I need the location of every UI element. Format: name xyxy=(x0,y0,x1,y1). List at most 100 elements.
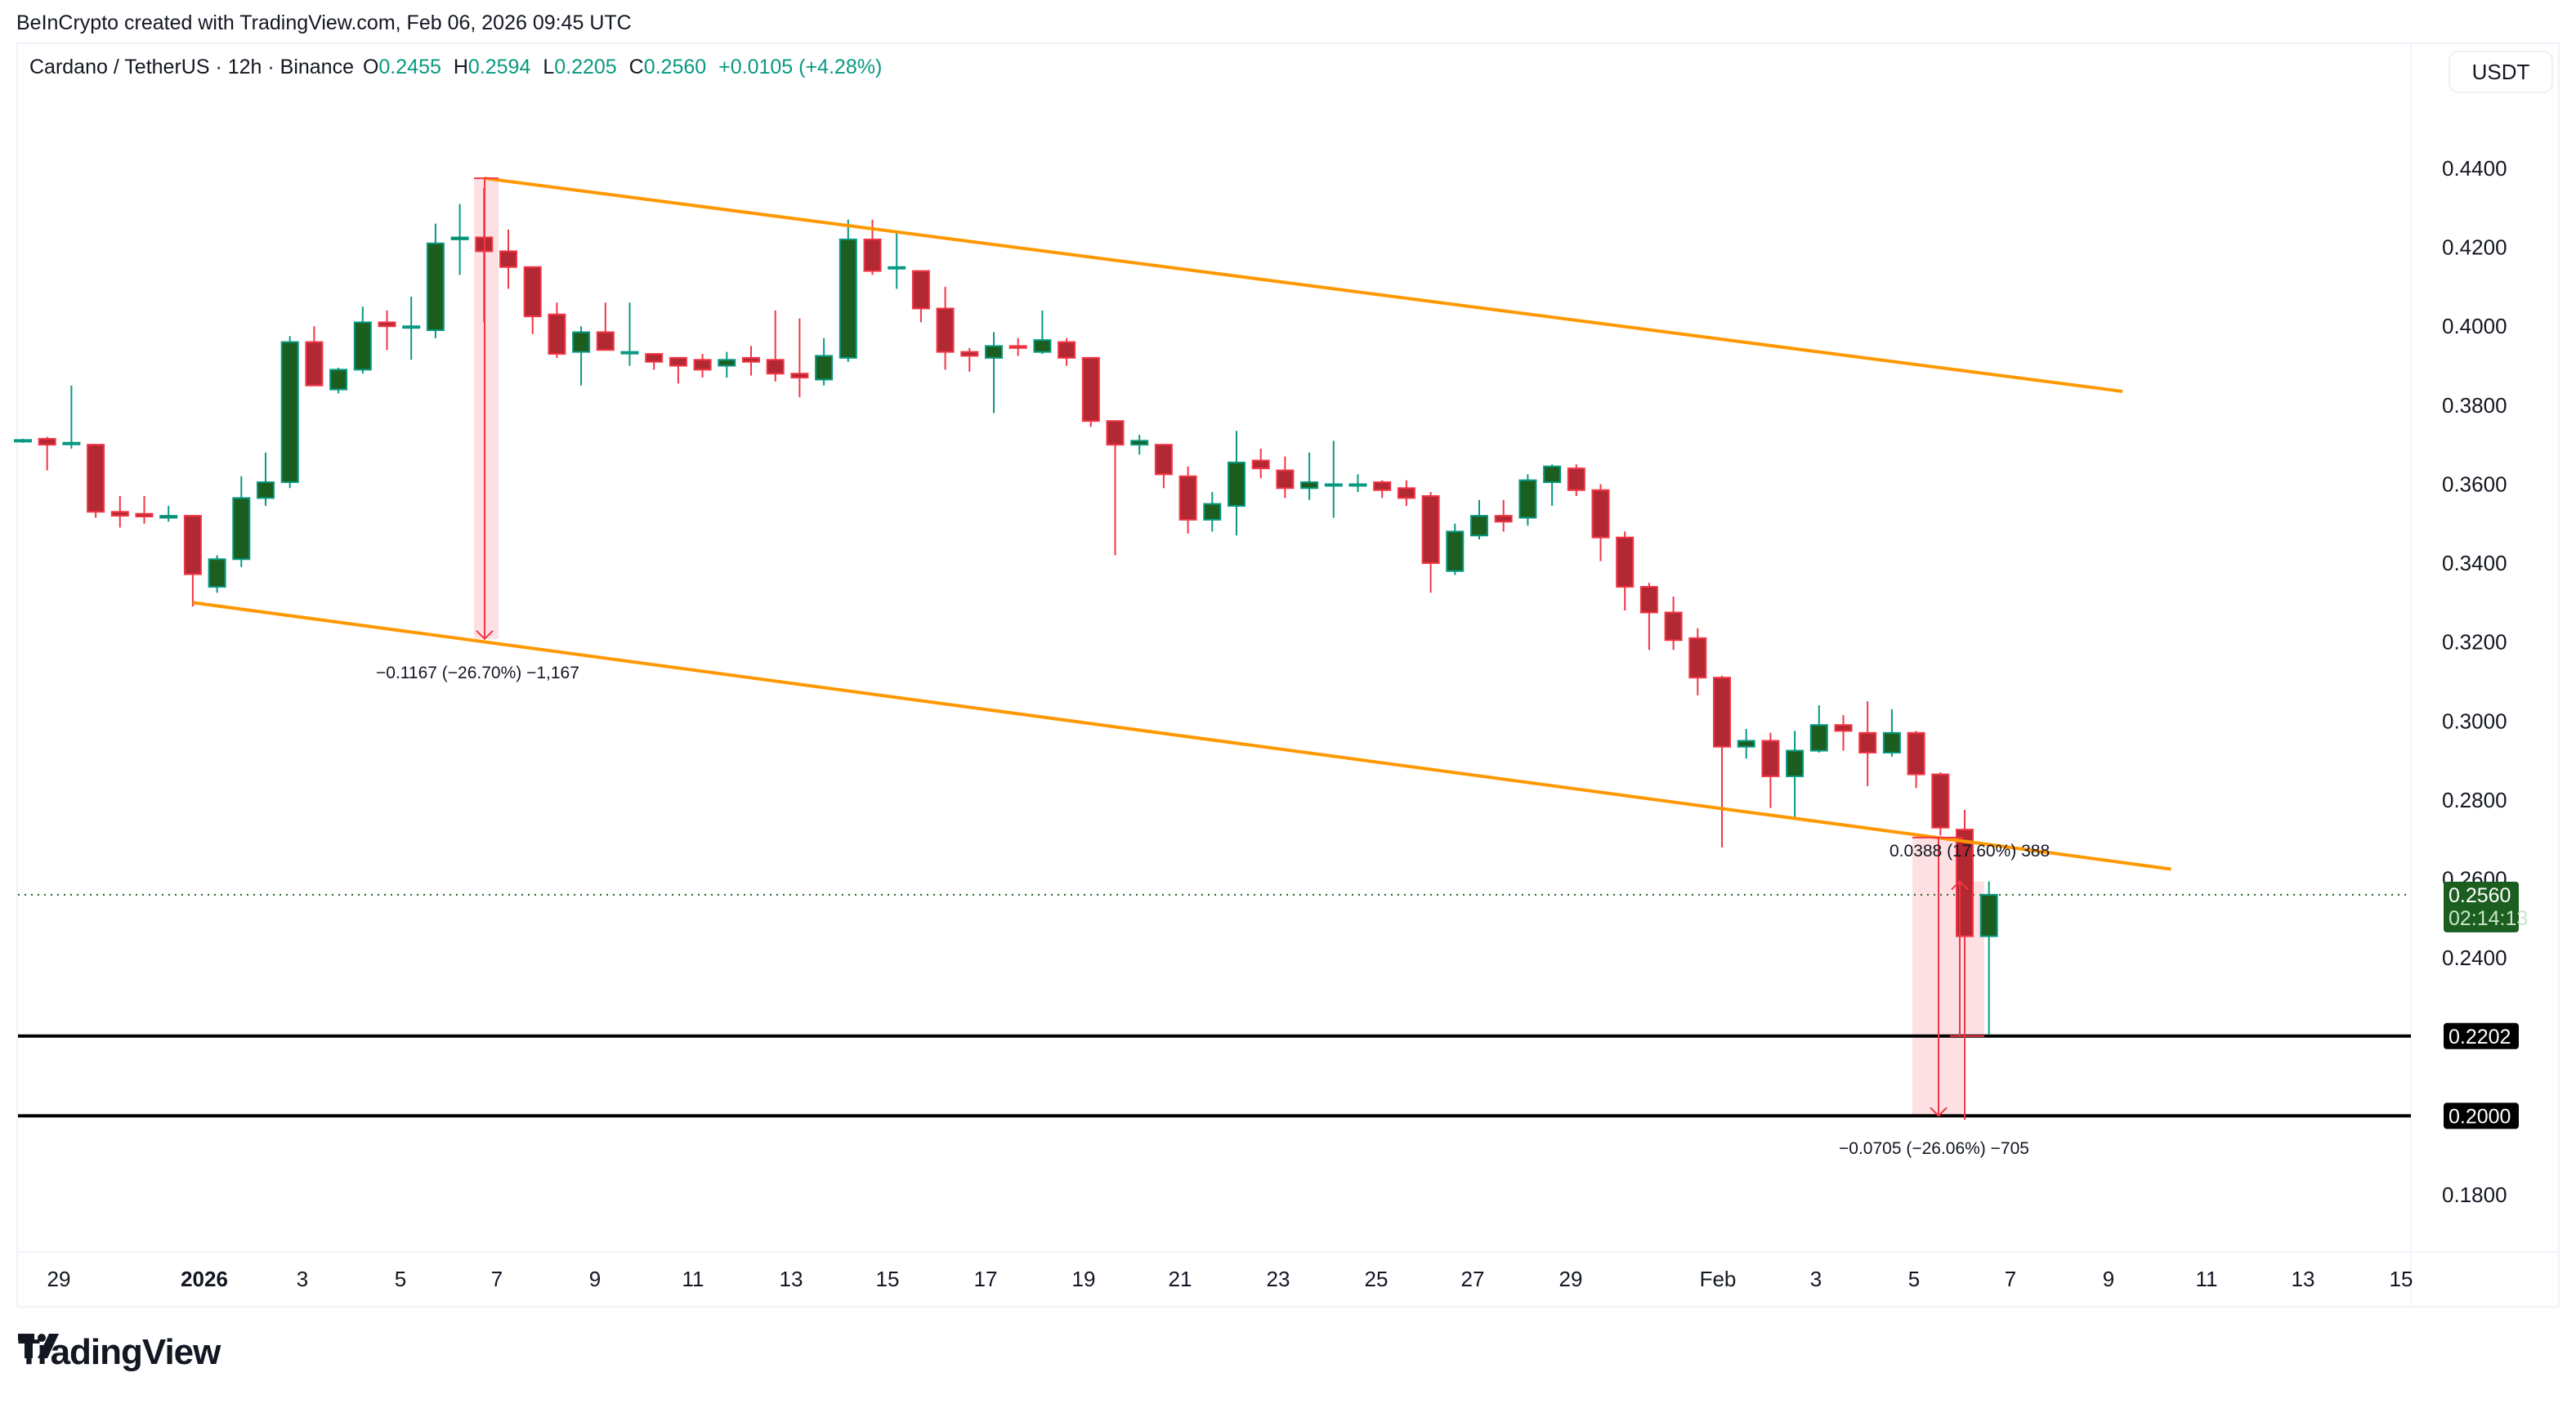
legend-high: H0.2594 xyxy=(454,56,534,78)
candle xyxy=(1737,728,1755,759)
time-tick: 13 xyxy=(780,1267,803,1291)
candle xyxy=(1591,484,1610,561)
candle xyxy=(1300,452,1319,500)
candle xyxy=(353,306,372,374)
time-tick: 19 xyxy=(1072,1267,1096,1291)
candle xyxy=(1786,731,1805,818)
candle xyxy=(1106,420,1125,556)
candle xyxy=(1858,701,1877,787)
time-tick: 17 xyxy=(974,1267,998,1291)
candle xyxy=(718,351,736,378)
time-tick: Feb xyxy=(1700,1267,1737,1291)
candle xyxy=(1130,435,1149,455)
legend-close: C0.2560 xyxy=(629,56,710,78)
time-tick: 21 xyxy=(1169,1267,1192,1291)
tradingview-logo-icon xyxy=(18,1334,59,1358)
time-tick: 9 xyxy=(589,1267,601,1291)
price-tick: 0.4000 xyxy=(2442,314,2507,338)
candle xyxy=(936,286,955,370)
candle xyxy=(183,515,202,607)
candle xyxy=(14,438,32,443)
candle xyxy=(888,231,906,289)
candle xyxy=(911,270,930,323)
candle xyxy=(1809,704,1828,753)
measure-3-arrowhead-icon xyxy=(1930,1107,1948,1117)
time-tick: 27 xyxy=(1461,1267,1485,1291)
candle xyxy=(1931,772,1950,836)
candle xyxy=(548,302,566,358)
time-tick: 7 xyxy=(2005,1267,2016,1291)
candle xyxy=(1543,464,1562,507)
candle xyxy=(1276,456,1295,499)
price-tick: 0.2800 xyxy=(2442,788,2507,812)
candle xyxy=(135,495,154,524)
candle xyxy=(1834,715,1853,751)
candle xyxy=(329,367,348,394)
legend-change: +0.0105 (+4.28%) xyxy=(718,56,883,78)
symbol-title[interactable]: Cardano / TetherUS · 12h · Binance xyxy=(29,56,354,78)
tradingview-logo: TradingView xyxy=(18,1332,221,1373)
candle xyxy=(645,353,664,370)
legend-low: L0.2205 xyxy=(543,56,619,78)
candle xyxy=(426,223,445,338)
candle xyxy=(960,347,979,372)
candle xyxy=(1033,310,1052,355)
candle xyxy=(1882,709,1901,757)
candle xyxy=(110,495,129,528)
candle xyxy=(1446,523,1465,575)
candle xyxy=(1008,338,1027,356)
candle xyxy=(1518,474,1537,526)
candle xyxy=(257,452,275,507)
candle xyxy=(572,326,591,386)
candle xyxy=(693,354,712,378)
candle xyxy=(305,326,324,387)
candle xyxy=(1567,464,1585,496)
candle xyxy=(1324,440,1343,518)
candle xyxy=(499,229,517,289)
candle xyxy=(1616,531,1635,611)
price-tick: 0.3200 xyxy=(2442,630,2507,655)
time-tick: 15 xyxy=(876,1267,900,1291)
price-tick: 0.3400 xyxy=(2442,551,2507,575)
time-tick: 25 xyxy=(1365,1267,1389,1291)
time-tick: 7 xyxy=(491,1267,503,1291)
candle xyxy=(815,338,834,386)
time-tick: 15 xyxy=(2390,1267,2413,1291)
candle xyxy=(450,203,469,275)
candle xyxy=(863,219,882,275)
candle xyxy=(985,332,1003,414)
candle xyxy=(596,302,615,351)
candle xyxy=(620,302,639,366)
time-tick: 13 xyxy=(2292,1267,2315,1291)
price-tick: 0.1800 xyxy=(2442,1183,2507,1207)
candle xyxy=(378,310,396,351)
candle xyxy=(1397,480,1415,507)
time-tick: 3 xyxy=(1810,1267,1822,1291)
svg-text:0.2202: 0.2202 xyxy=(2449,1026,2511,1049)
candle xyxy=(1348,474,1367,493)
high-label: H xyxy=(453,56,468,78)
measure-2-arrowhead-icon xyxy=(1951,880,1969,891)
currency-button[interactable]: USDT xyxy=(2449,51,2553,93)
price-tick: 0.3000 xyxy=(2442,709,2507,733)
candle xyxy=(1373,480,1392,499)
low-value: 0.2205 xyxy=(554,56,617,78)
candle xyxy=(1907,731,1925,789)
candle xyxy=(1470,499,1488,540)
measure-2-label: 0.0388 (17.60%) 388 xyxy=(1890,842,2050,861)
measure-1-arrowhead-icon xyxy=(476,630,494,641)
measure-1-label: −0.1167 (−26.70%) −1,167 xyxy=(376,664,579,682)
open-label: O xyxy=(362,56,379,78)
candle xyxy=(523,266,542,334)
legend-open: O0.2455 xyxy=(363,56,445,78)
candle xyxy=(1081,356,1100,427)
candle xyxy=(1058,338,1076,366)
channel-lower-trendline[interactable] xyxy=(192,601,2171,871)
channel-upper-trendline[interactable] xyxy=(484,177,2123,393)
candle xyxy=(1979,881,1998,1035)
chart-credit: BeInCrypto created with TradingView.com,… xyxy=(16,11,632,34)
close-value: 0.2560 xyxy=(643,56,707,78)
time-tick: 5 xyxy=(395,1267,406,1291)
measure-area-1[interactable] xyxy=(474,178,499,639)
